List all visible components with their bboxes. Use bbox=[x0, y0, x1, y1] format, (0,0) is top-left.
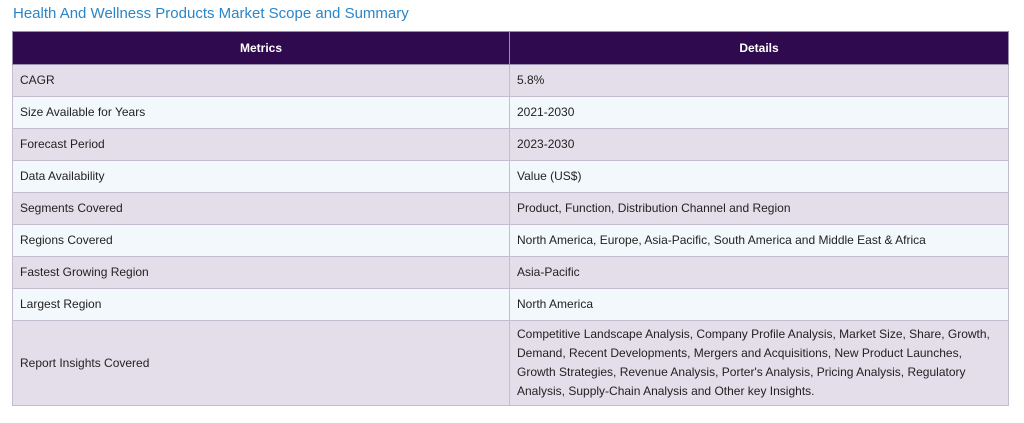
table-row: Regions Covered North America, Europe, A… bbox=[12, 224, 1009, 257]
metric-cell: Fastest Growing Region bbox=[12, 256, 510, 289]
metric-cell: Segments Covered bbox=[12, 192, 510, 225]
table-header-row: Metrics Details bbox=[12, 31, 1009, 65]
detail-cell: North America, Europe, Asia-Pacific, Sou… bbox=[509, 224, 1009, 257]
page-title: Health And Wellness Products Market Scop… bbox=[13, 5, 409, 22]
detail-cell: Competitive Landscape Analysis, Company … bbox=[509, 320, 1009, 406]
detail-cell: Product, Function, Distribution Channel … bbox=[509, 192, 1009, 225]
table-row: Report Insights Covered Competitive Land… bbox=[12, 320, 1009, 406]
table-row: Fastest Growing Region Asia-Pacific bbox=[12, 256, 1009, 289]
detail-cell: 2021-2030 bbox=[509, 96, 1009, 129]
detail-cell: Value (US$) bbox=[509, 160, 1009, 193]
header-metrics: Metrics bbox=[12, 31, 510, 65]
market-scope-table: Metrics Details CAGR 5.8% Size Available… bbox=[12, 31, 1009, 406]
table-row: Forecast Period 2023-2030 bbox=[12, 128, 1009, 161]
table-row: Size Available for Years 2021-2030 bbox=[12, 96, 1009, 129]
table-row: CAGR 5.8% bbox=[12, 64, 1009, 97]
metric-cell: Data Availability bbox=[12, 160, 510, 193]
detail-cell: North America bbox=[509, 288, 1009, 321]
detail-cell: 2023-2030 bbox=[509, 128, 1009, 161]
metric-cell: Report Insights Covered bbox=[12, 320, 510, 406]
header-details: Details bbox=[509, 31, 1009, 65]
metric-cell: Size Available for Years bbox=[12, 96, 510, 129]
table-row: Largest Region North America bbox=[12, 288, 1009, 321]
table-row: Data Availability Value (US$) bbox=[12, 160, 1009, 193]
metric-cell: Largest Region bbox=[12, 288, 510, 321]
table-row: Segments Covered Product, Function, Dist… bbox=[12, 192, 1009, 225]
metric-cell: CAGR bbox=[12, 64, 510, 97]
metric-cell: Forecast Period bbox=[12, 128, 510, 161]
metric-cell: Regions Covered bbox=[12, 224, 510, 257]
detail-cell: Asia-Pacific bbox=[509, 256, 1009, 289]
detail-cell: 5.8% bbox=[509, 64, 1009, 97]
